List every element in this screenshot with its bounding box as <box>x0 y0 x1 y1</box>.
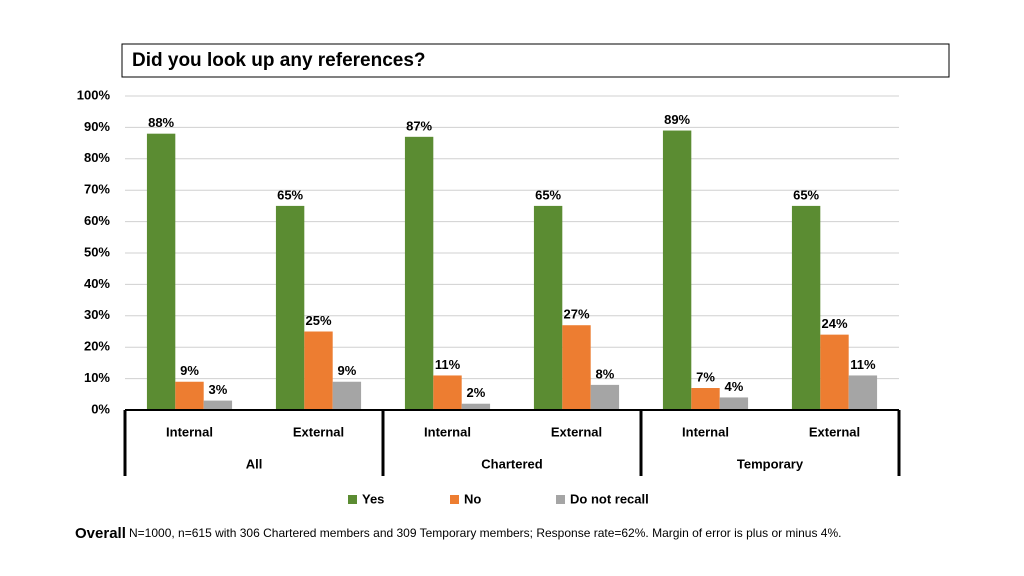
data-label: 87% <box>406 118 432 133</box>
x-tick-label: Internal <box>682 424 729 439</box>
y-tick-label: 60% <box>84 213 110 228</box>
group-label: Chartered <box>481 456 542 471</box>
legend-label: Yes <box>362 491 384 506</box>
group-label: All <box>246 456 263 471</box>
footnote: N=1000, n=615 with 306 Chartered members… <box>129 526 841 540</box>
data-label: 2% <box>466 385 485 400</box>
y-tick-label: 70% <box>84 182 110 197</box>
y-tick-label: 80% <box>84 150 110 165</box>
bar <box>304 331 333 410</box>
data-label: 27% <box>563 307 589 322</box>
bar <box>275 205 305 410</box>
bar <box>404 136 434 410</box>
data-label: 4% <box>724 379 743 394</box>
chart-title: Did you look up any references? <box>132 50 426 71</box>
bar <box>691 388 720 410</box>
data-label: 65% <box>277 187 303 202</box>
bar <box>146 133 176 410</box>
data-label: 11% <box>850 357 876 372</box>
bar <box>662 130 692 411</box>
data-label: 65% <box>535 187 561 202</box>
title-box <box>121 43 950 78</box>
legend-label: No <box>464 491 481 506</box>
x-tick-label: External <box>293 424 344 439</box>
data-label: 24% <box>821 316 847 331</box>
bar <box>562 325 591 410</box>
data-label: 25% <box>305 313 331 328</box>
y-tick-label: 100% <box>77 87 111 102</box>
x-tick-label: Internal <box>166 424 213 439</box>
data-label: 88% <box>148 115 174 130</box>
bar <box>175 381 204 410</box>
legend-swatch <box>556 495 565 504</box>
bar <box>461 403 491 410</box>
data-label: 89% <box>664 112 690 127</box>
bar <box>533 205 563 410</box>
y-tick-label: 10% <box>84 370 110 385</box>
data-label: 9% <box>337 363 356 378</box>
data-label: 8% <box>595 366 614 381</box>
legend-label: Do not recall <box>570 491 649 506</box>
x-tick-label: External <box>551 424 602 439</box>
x-tick-label: External <box>809 424 860 439</box>
y-tick-label: 30% <box>84 307 110 322</box>
y-tick-label: 0% <box>91 401 110 416</box>
y-tick-label: 90% <box>84 119 110 134</box>
bar <box>332 381 362 410</box>
data-label: 7% <box>696 369 715 384</box>
bar <box>433 375 462 410</box>
group-label: Temporary <box>737 456 804 471</box>
bar <box>590 384 620 410</box>
y-tick-label: 20% <box>84 339 110 354</box>
bar <box>791 205 821 410</box>
bar <box>203 400 233 410</box>
data-label: 11% <box>435 357 461 372</box>
y-tick-label: 40% <box>84 276 110 291</box>
bar <box>719 397 749 410</box>
data-label: 9% <box>180 363 199 378</box>
y-tick-label: 50% <box>84 244 110 259</box>
bar <box>848 375 878 410</box>
bar <box>820 334 849 410</box>
legend-swatch <box>450 495 459 504</box>
footnote-lead: Overall <box>75 525 126 542</box>
data-label: 3% <box>208 382 227 397</box>
legend-swatch <box>348 495 357 504</box>
x-tick-label: Internal <box>424 424 471 439</box>
data-label: 65% <box>793 187 819 202</box>
